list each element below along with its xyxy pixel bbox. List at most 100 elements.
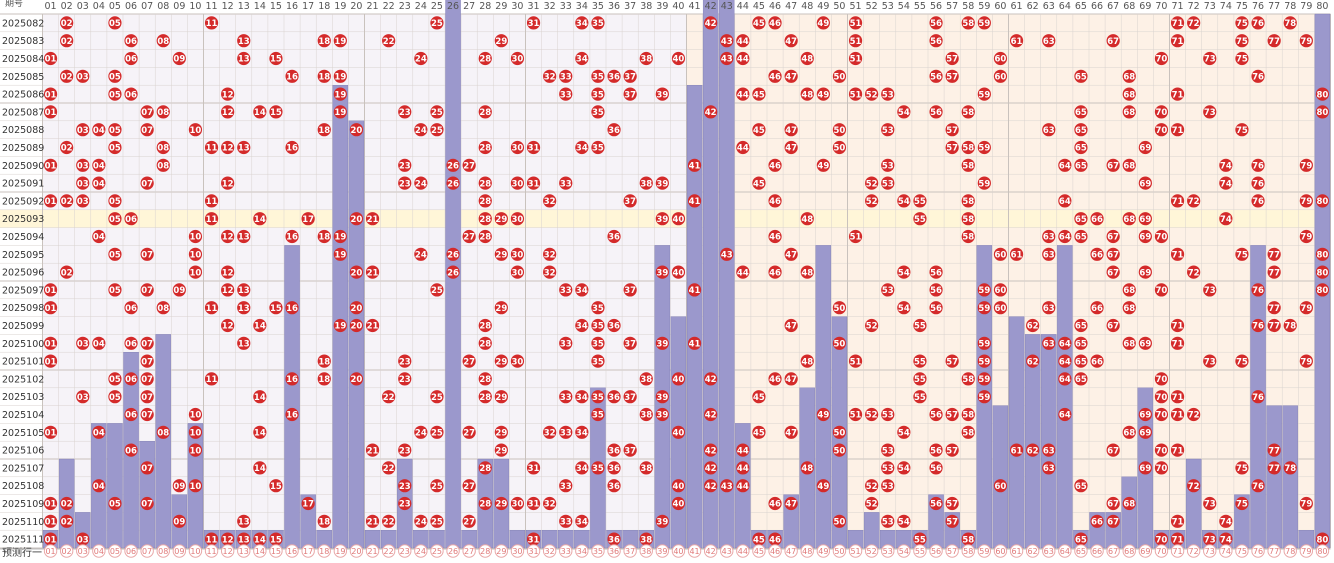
draw-ball-number: 20 (351, 268, 363, 278)
prediction-slot-number: 50 (834, 547, 844, 556)
draw-ball-number: 71 (1172, 518, 1184, 528)
prediction-slot (1074, 544, 1088, 558)
draw-ball-number: 29 (495, 429, 507, 439)
draw-ball (60, 496, 74, 511)
draw-ball (1122, 425, 1136, 439)
prediction-slot-number: 55 (915, 547, 925, 556)
column-number-label: 15 (270, 1, 282, 12)
draw-ball (156, 301, 170, 315)
draw-ball-number: 58 (962, 162, 974, 172)
draw-ball-number: 05 (109, 197, 121, 207)
draw-ball (655, 336, 669, 350)
draw-ball (478, 140, 492, 155)
draw-ball (1026, 443, 1040, 457)
prediction-slot (172, 544, 187, 558)
draw-ball-number: 70 (1156, 464, 1168, 474)
draw-ball-number: 42 (705, 19, 717, 29)
prediction-slot-number: 22 (384, 547, 394, 556)
column-number-label: 13 (238, 1, 250, 12)
draw-ball-number: 33 (560, 429, 572, 439)
draw-ball (945, 514, 959, 528)
draw-ball-number: 53 (882, 518, 894, 528)
draw-ball (865, 87, 879, 101)
omission-bar (155, 334, 171, 549)
prediction-slot (607, 544, 621, 558)
draw-ball (881, 283, 895, 297)
draw-ball-number: 75 (1236, 55, 1248, 65)
draw-ball (784, 425, 798, 439)
draw-ball-number: 30 (512, 215, 524, 225)
draw-ball (1058, 229, 1072, 244)
prediction-slot (768, 544, 782, 558)
draw-ball-number: 71 (1172, 197, 1184, 207)
draw-ball (1170, 443, 1185, 457)
draw-ball-number: 63 (1043, 251, 1055, 261)
draw-ball (865, 496, 879, 511)
omission-bar (992, 405, 1009, 549)
draw-ball-number: 54 (898, 464, 910, 474)
draw-ball-number: 68 (1123, 215, 1135, 225)
draw-ball-number: 04 (93, 482, 105, 492)
draw-ball (221, 87, 235, 101)
draw-ball (333, 318, 347, 333)
draw-ball (961, 212, 975, 226)
draw-ball-number: 27 (463, 233, 475, 243)
draw-ball-number: 39 (656, 518, 668, 528)
draw-ball (752, 390, 766, 404)
draw-ball (993, 479, 1008, 493)
draw-ball (736, 443, 750, 457)
draw-ball (575, 425, 589, 439)
draw-ball (704, 407, 718, 422)
draw-ball (784, 247, 798, 261)
draw-ball (76, 532, 90, 546)
draw-ball-number: 03 (77, 162, 89, 172)
prediction-slot (92, 544, 106, 558)
prediction-slot (559, 544, 573, 558)
draw-ball (623, 283, 637, 297)
prediction-slot (977, 544, 992, 558)
draw-ball-number: 23 (399, 482, 411, 492)
draw-ball (1299, 34, 1313, 48)
draw-ball-number: 54 (898, 304, 910, 314)
draw-ball (188, 443, 203, 457)
draw-ball-number: 43 (721, 55, 733, 65)
column-number-label: 54 (898, 1, 910, 12)
column-number-label: 14 (254, 1, 266, 12)
draw-ball-number: 14 (254, 108, 266, 118)
draw-ball (1267, 265, 1281, 279)
prediction-slot-number: 09 (174, 547, 184, 556)
draw-ball-number: 48 (801, 215, 813, 225)
draw-ball-number: 70 (1156, 375, 1168, 385)
draw-ball-number: 72 (1188, 19, 1200, 29)
column-number-label: 42 (705, 1, 717, 12)
draw-ball-number: 70 (1156, 411, 1168, 421)
prediction-slot (398, 544, 412, 558)
draw-ball (510, 51, 525, 66)
column-number-label: 21 (367, 1, 379, 12)
column-number-label: 74 (1220, 1, 1232, 12)
draw-ball (1106, 496, 1120, 511)
draw-ball (1090, 301, 1104, 315)
prediction-slot-number: 07 (142, 547, 152, 556)
draw-ball (687, 336, 702, 350)
draw-ball (1187, 407, 1201, 422)
draw-ball-number: 23 (399, 108, 411, 118)
draw-ball (108, 69, 122, 83)
draw-ball (1042, 336, 1056, 350)
period-label: 2025098 (2, 303, 44, 314)
draw-ball (446, 265, 460, 279)
column-number-label: 17 (302, 1, 314, 12)
draw-ball (1154, 51, 1169, 66)
draw-ball (1074, 318, 1088, 333)
prediction-slot (542, 544, 557, 558)
draw-ball (784, 140, 798, 155)
draw-ball (1170, 336, 1185, 350)
column-number-label: 76 (1252, 1, 1264, 12)
draw-ball (881, 87, 895, 101)
draw-ball (478, 336, 492, 350)
draw-ball (1122, 158, 1136, 172)
draw-ball-number: 25 (431, 393, 443, 403)
draw-ball-number: 64 (1059, 233, 1071, 243)
draw-ball-number: 04 (93, 429, 105, 439)
draw-ball (671, 372, 686, 386)
